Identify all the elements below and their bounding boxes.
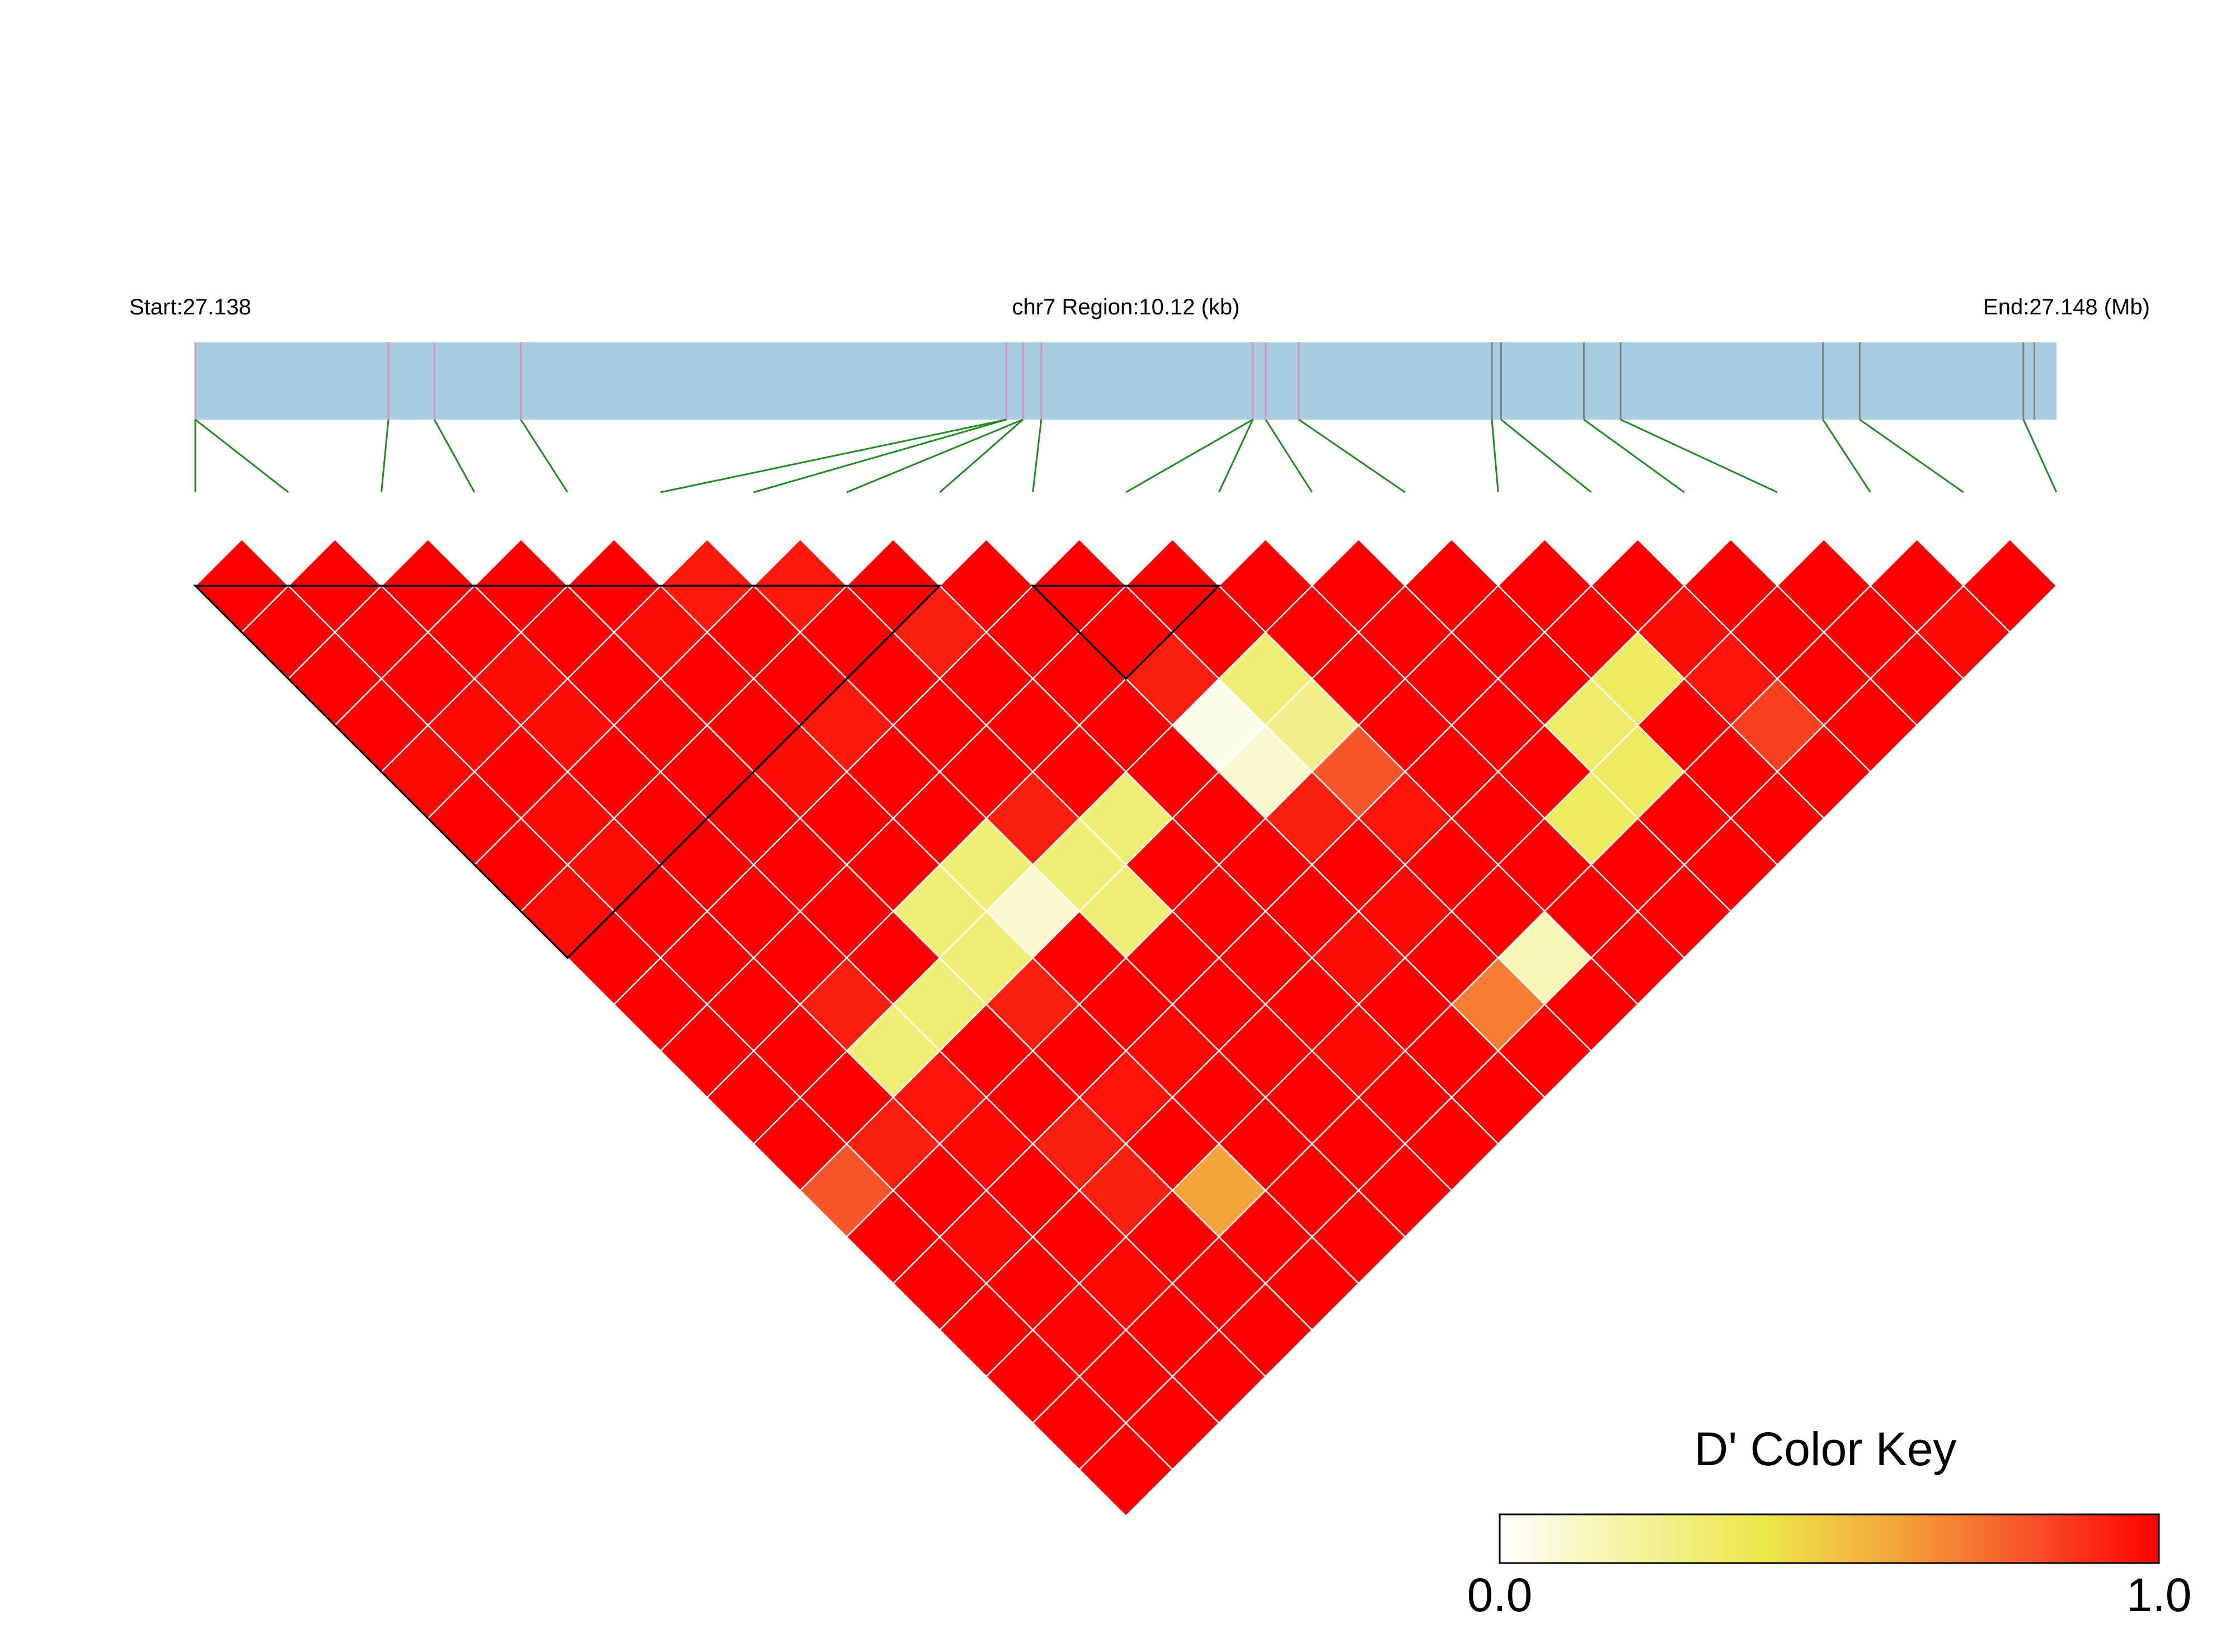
ld-block-outline	[192, 585, 942, 959]
region-track	[195, 342, 2056, 420]
ld-cells	[194, 538, 2058, 1517]
legend-color-bar	[1499, 1513, 2160, 1564]
snp-connector	[1218, 419, 1254, 493]
snp-markers	[194, 342, 2036, 420]
snp-connector	[1583, 418, 1685, 493]
snp-connector	[1265, 419, 1313, 493]
snp-connector	[1125, 418, 1253, 493]
legend-title: D' Color Key	[1694, 1423, 1957, 1475]
ld-block-outlines	[192, 585, 1222, 959]
legend-min-label: 0.0	[1467, 1569, 1533, 1621]
ld-cell	[1078, 1422, 1173, 1517]
snp-connector	[1859, 418, 1964, 493]
snp-connector	[1491, 419, 1499, 493]
snp-connector	[2022, 419, 2058, 493]
start-label: Start:27.138	[129, 295, 251, 319]
end-label: End:27.148 (Mb)	[1983, 295, 2150, 319]
snp-connector	[1298, 418, 1406, 493]
snp-connector	[1500, 418, 1592, 493]
snp-connector	[939, 418, 1023, 493]
legend-max-label: 1.0	[2126, 1569, 2192, 1621]
snp-connector	[433, 419, 476, 493]
region-label: chr7 Region:10.12 (kb)	[1012, 295, 1240, 319]
snp-connector	[1620, 418, 1778, 493]
snp-connector	[381, 419, 389, 493]
snp-connector	[660, 418, 1007, 493]
ld-block-outline	[1030, 585, 1222, 680]
snp-connector	[753, 418, 1007, 493]
snp-connector	[1822, 419, 1871, 493]
snp-connector	[520, 419, 569, 493]
snp-connectors	[194, 418, 2058, 493]
snp-connector	[1032, 419, 1043, 493]
snp-connector	[846, 418, 1023, 493]
snp-connector	[195, 418, 289, 493]
